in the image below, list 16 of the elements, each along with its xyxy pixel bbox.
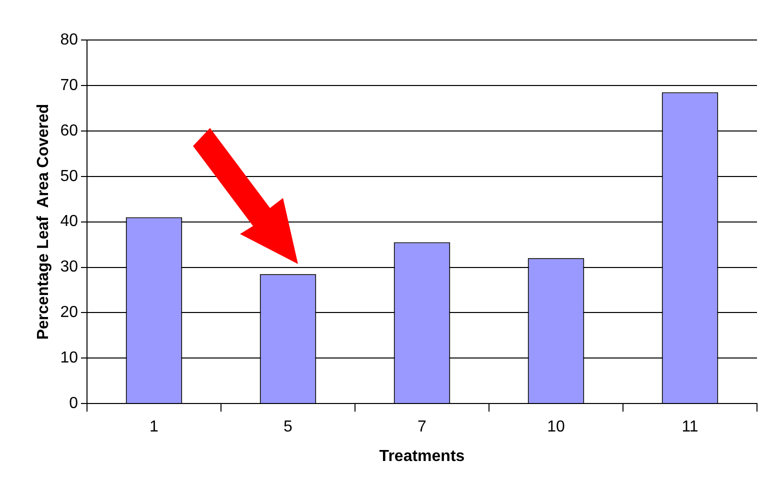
y-tick-label: 40	[60, 213, 78, 230]
x-tick-label: 7	[418, 418, 427, 436]
y-tick-label: 80	[60, 31, 78, 48]
y-tick-label: 30	[60, 258, 78, 276]
x-tick-label: 5	[284, 418, 293, 436]
y-tick-label: 60	[60, 122, 78, 140]
y-tick-label: 20	[60, 304, 78, 322]
y-axis-title: Percentage Leaf Area Covered	[35, 104, 52, 340]
x-tick-label: 10	[547, 418, 565, 436]
y-tick-label: 10	[60, 350, 78, 367]
y-tick-label: 70	[60, 76, 78, 94]
y-tick-label: 50	[60, 168, 78, 185]
x-tick-label: 11	[682, 418, 698, 436]
y-tick-label: 0	[69, 395, 78, 412]
x-axis-title: Treatments	[379, 448, 465, 465]
x-tick-label: 1	[150, 418, 159, 436]
